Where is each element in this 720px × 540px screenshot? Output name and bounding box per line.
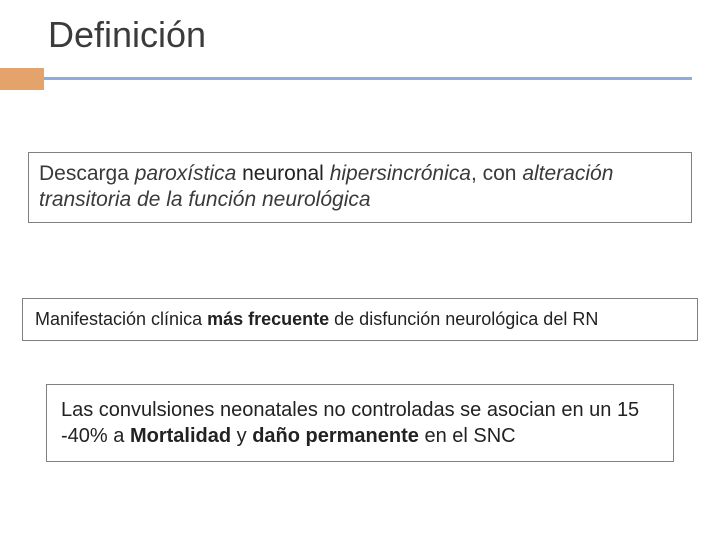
definition-box-2: Manifestación clínica más frecuente de d… <box>22 298 698 341</box>
box3-mid: y <box>231 425 252 447</box>
definition-box-1: Descarga paroxística neuronal hipersincr… <box>28 152 692 223</box>
box2-bold: más frecuente <box>207 309 329 329</box>
box3-bold-1: Mortalidad <box>130 425 231 447</box>
accent-block <box>0 68 44 90</box>
definition-box-3: Las convulsiones neonatales no controlad… <box>46 384 674 462</box>
horizontal-rule <box>44 77 692 80</box>
box2-pre: Manifestación clínica <box>35 309 207 329</box>
divider-row <box>0 68 720 90</box>
slide: Definición Descarga paroxística neuronal… <box>0 0 720 540</box>
box1-text: Descarga paroxística neuronal hipersincr… <box>39 162 613 211</box>
slide-title: Definición <box>48 14 720 56</box>
box2-post: de disfunción neurológica del RN <box>329 309 598 329</box>
box3-bold-2: daño permanente <box>252 425 419 447</box>
title-row: Definición <box>0 0 720 56</box>
box3-post: en el SNC <box>419 425 516 447</box>
